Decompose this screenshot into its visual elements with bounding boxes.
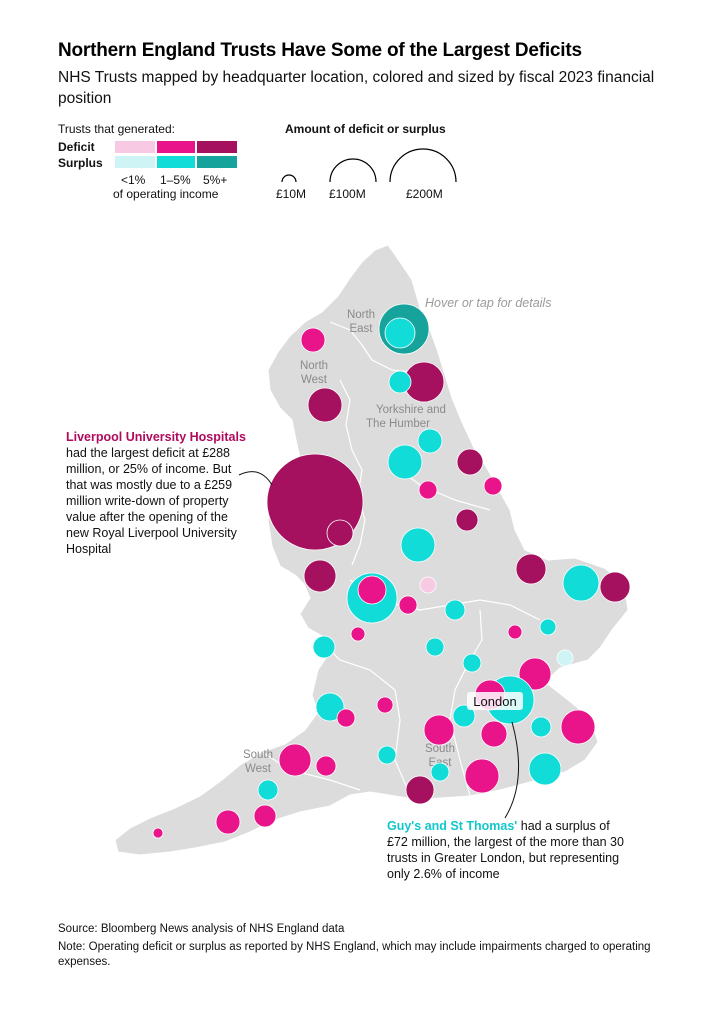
trust-marker [480, 720, 508, 748]
trust-marker [419, 576, 437, 594]
trust-marker [562, 564, 600, 602]
london-label: London [473, 694, 516, 709]
trust-marker [357, 575, 387, 605]
trust-markers[interactable] [152, 303, 631, 839]
trust-marker [336, 708, 356, 728]
trust-marker [518, 657, 552, 691]
trust-marker [539, 618, 557, 636]
liverpool-callout-highlight: Liverpool University Hospitals [66, 430, 246, 444]
trust-marker [384, 317, 416, 349]
trust-marker [326, 519, 354, 547]
legend-deficit-swatch-low [115, 141, 155, 153]
trust-marker [515, 553, 547, 585]
legend-intro: Trusts that generated: [58, 122, 175, 136]
region-label-ne-1: North [347, 309, 375, 321]
legend-band-mid: 1–5% [160, 173, 191, 187]
chart-title: Northern England Trusts Have Some of the… [58, 40, 582, 61]
trust-marker [312, 635, 336, 659]
region-label-ne-2: East [349, 323, 373, 335]
legend-surplus-swatch-low [115, 156, 155, 168]
legend-arc-100m [329, 158, 377, 183]
region-labels: North East North West Yorkshire and The … [243, 309, 455, 775]
guys-callout-highlight: Guy's and St Thomas' [387, 819, 518, 833]
region-label-nw-2: West [301, 374, 328, 386]
trust-marker [423, 714, 455, 746]
trust-marker [456, 448, 484, 476]
trust-marker [417, 428, 443, 454]
region-label-sw-2: West [245, 763, 272, 775]
region-label-yh-1: Yorkshire and [376, 404, 446, 416]
trust-marker [405, 775, 435, 805]
legend-size-100m: £100M [329, 187, 366, 201]
source-note: Source: Bloomberg News analysis of NHS E… [58, 923, 345, 935]
legend-surplus-label: Surplus [58, 156, 103, 170]
trust-marker [483, 476, 503, 496]
trust-marker [599, 571, 631, 603]
trust-marker [315, 692, 345, 722]
trust-marker [400, 527, 436, 563]
legend-deficit-swatch-high [197, 141, 237, 153]
legend-band-low: <1% [121, 173, 146, 187]
trust-marker [430, 762, 450, 782]
legend-band-high: 5%+ [203, 173, 228, 187]
trust-marker [388, 370, 412, 394]
trust-marker [215, 809, 241, 835]
trust-marker [307, 387, 343, 423]
trust-marker [452, 704, 476, 728]
trust-marker [257, 779, 279, 801]
legend-surplus-swatch-mid [157, 156, 195, 168]
legend-size-arcs [281, 148, 457, 183]
trust-marker [455, 508, 479, 532]
trust-marker [300, 327, 326, 353]
region-label-nw-1: North [300, 360, 328, 372]
trust-marker [350, 626, 366, 642]
trust-marker [376, 696, 394, 714]
legend-size-title: Amount of deficit or surplus [285, 122, 446, 136]
region-label-se-1: South [425, 743, 455, 755]
trust-marker [278, 743, 312, 777]
trust-marker [528, 752, 562, 786]
trust-marker [464, 758, 500, 794]
chart-subtitle: NHS Trusts mapped by headquarter locatio… [58, 69, 655, 107]
trust-marker [398, 595, 418, 615]
trust-marker [418, 480, 438, 500]
trust-marker [462, 653, 482, 673]
legend-deficit-swatch-mid [157, 141, 195, 153]
trust-marker [444, 599, 466, 621]
trust-marker [152, 827, 164, 839]
legend-surplus-swatch-high [197, 156, 237, 168]
trust-marker [560, 709, 596, 745]
region-label-sw-1: South [243, 749, 273, 761]
legend-band-caption: of operating income [113, 187, 219, 201]
trust-marker [377, 745, 397, 765]
legend-size-200m: £200M [406, 187, 443, 201]
london-label-bg [467, 692, 523, 710]
liverpool-callout: Liverpool University Hospitals had the l… [66, 429, 248, 557]
hover-note: Hover or tap for details [425, 296, 552, 310]
guys-leader-line [504, 721, 519, 819]
legend-arc-200m [389, 148, 457, 183]
legend-arc-10m [281, 174, 297, 183]
trust-marker [425, 637, 445, 657]
guys-callout-text: had a surplus of £72 million, the larges… [387, 819, 624, 881]
liverpool-callout-text: had the largest deficit at £288 million,… [66, 446, 237, 556]
trust-marker [387, 444, 423, 480]
legend-size-10m: £10M [276, 187, 307, 201]
guys-callout: Guy's and St Thomas' had a surplus of £7… [387, 818, 633, 882]
footnote: Note: Operating deficit or surplus as re… [58, 941, 651, 968]
trust-marker [315, 755, 337, 777]
trust-marker [556, 649, 574, 667]
legend-deficit-label: Deficit [58, 140, 95, 154]
trust-marker [253, 804, 277, 828]
region-label-yh-2: The Humber [366, 418, 430, 430]
trust-marker [507, 624, 523, 640]
trust-marker [303, 559, 337, 593]
trust-marker [530, 716, 552, 738]
liverpool-leader-line [238, 471, 273, 486]
